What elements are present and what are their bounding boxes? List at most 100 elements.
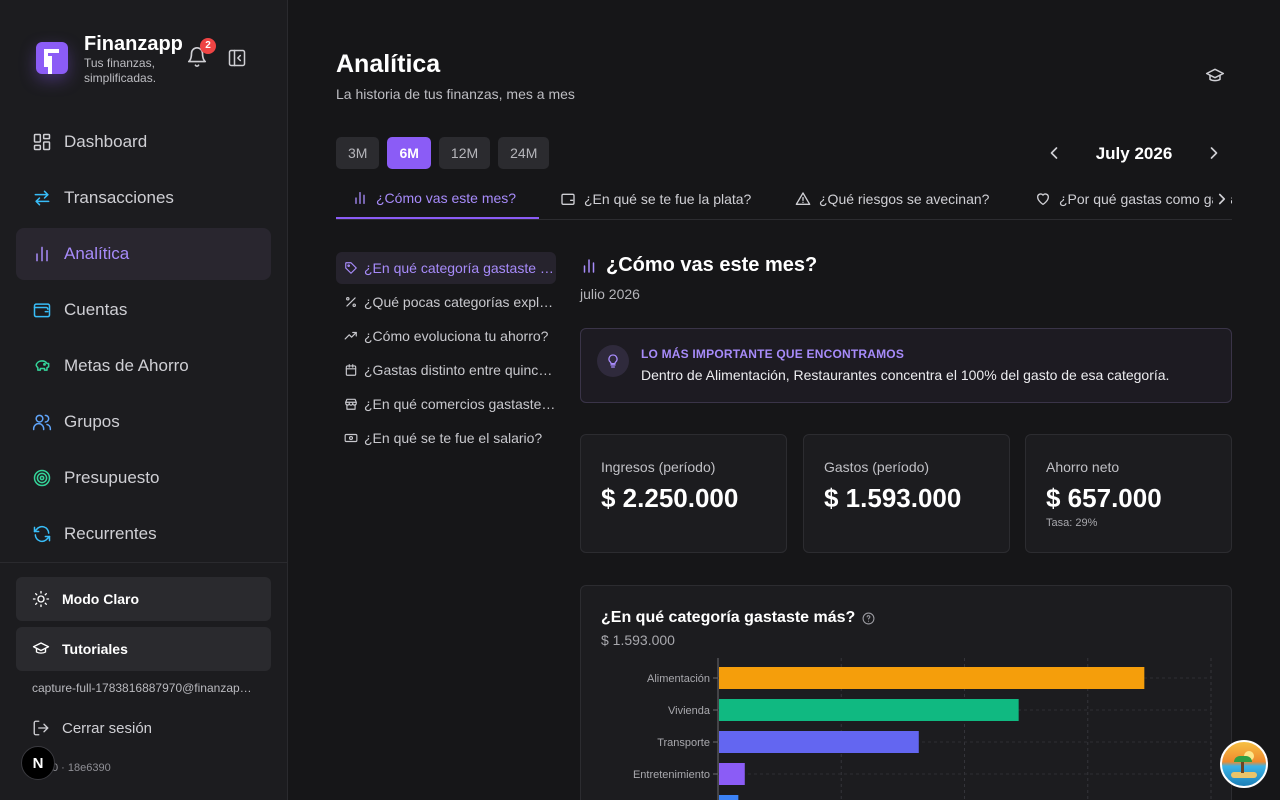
logout-label: Cerrar sesión bbox=[62, 719, 153, 737]
range-6m-button[interactable]: 6M bbox=[387, 137, 431, 169]
range-3m-button[interactable]: 3M bbox=[336, 137, 380, 169]
bar bbox=[719, 795, 739, 800]
wallet-icon bbox=[32, 300, 52, 320]
sidebar: Finanzapp Tus finanzas, simplificadas. 2… bbox=[0, 0, 288, 800]
piggy-bank-icon bbox=[32, 356, 52, 376]
nav-label: Dashboard bbox=[64, 132, 148, 151]
page-subtitle: La historia de tus finanzas, mes a mes bbox=[336, 86, 575, 102]
kpi-value: $ 2.250.000 bbox=[601, 483, 739, 513]
assistant-avatar-button[interactable] bbox=[1220, 740, 1268, 788]
heart-icon bbox=[1037, 192, 1049, 205]
nav-label: Recurrentes bbox=[64, 524, 157, 543]
tab-riesgos[interactable]: ¿Qué riesgos se avecinan? bbox=[795, 178, 989, 219]
range-12m-button[interactable]: 12M bbox=[438, 137, 491, 169]
subquestion-item[interactable]: ¿Gastas distinto entre quincenas? bbox=[336, 354, 556, 386]
dashboard-icon bbox=[32, 132, 52, 152]
chart-title-row: ¿En qué categoría gastaste más? bbox=[601, 609, 875, 627]
insight-callout: LO MÁS IMPORTANTE QUE ENCONTRAMOS Dentro… bbox=[580, 328, 1232, 403]
page-title: Analítica bbox=[336, 50, 441, 78]
nav-item-grupos[interactable]: Grupos bbox=[16, 396, 271, 448]
tab-label: ¿En qué se te fue la plata? bbox=[584, 190, 752, 207]
scroll-right-icon[interactable] bbox=[1213, 190, 1231, 208]
tag-icon bbox=[345, 262, 357, 274]
logout-icon bbox=[33, 720, 49, 736]
nav-item-metas[interactable]: Metas de Ahorro bbox=[16, 340, 271, 392]
brand: Finanzapp Tus finanzas, simplificadas. bbox=[36, 34, 183, 86]
dev-tools-badge[interactable]: N bbox=[21, 746, 55, 780]
logout-button[interactable]: Cerrar sesión bbox=[32, 719, 152, 737]
nav-item-presupuesto[interactable]: Presupuesto bbox=[16, 452, 271, 504]
range-selector: 3M 6M 12M 24M bbox=[336, 137, 557, 169]
arrows-swap-icon bbox=[32, 188, 52, 208]
kpi-card-ingresos: Ingresos (período) $ 2.250.000 bbox=[580, 434, 787, 553]
chevron-right-icon[interactable] bbox=[1204, 143, 1224, 163]
kpi-label: Ingresos (período) bbox=[601, 459, 716, 475]
app-version: 0 · 18e6390 bbox=[52, 762, 111, 774]
current-month: July 2026 bbox=[1095, 144, 1173, 163]
section-header: ¿Cómo vas este mes? bbox=[580, 254, 817, 277]
bell-icon[interactable] bbox=[186, 46, 208, 68]
subquestion-item[interactable]: ¿En qué categoría gastaste más? bbox=[336, 252, 556, 284]
brand-tagline: Tus finanzas, simplificadas. bbox=[84, 56, 157, 85]
trend-up-icon bbox=[344, 331, 357, 340]
tab-en-que-se-fue[interactable]: ¿En qué se te fue la plata? bbox=[560, 178, 751, 219]
chevron-left-icon[interactable] bbox=[1044, 143, 1064, 163]
subquestion-label: ¿En qué comercios gastaste más? bbox=[364, 396, 556, 412]
kpi-note: Tasa: 29% bbox=[1046, 517, 1098, 529]
kpi-value: $ 657.000 bbox=[1046, 483, 1162, 513]
nav-label: Analítica bbox=[64, 244, 130, 263]
nav-item-cuentas[interactable]: Cuentas bbox=[16, 284, 271, 336]
tab-por-que-gastas[interactable]: ¿Por qué gastas como gastas? bbox=[1035, 178, 1232, 219]
category-tick-label: Transporte bbox=[657, 737, 710, 749]
nav-label: Metas de Ahorro bbox=[64, 356, 189, 375]
help-icon[interactable] bbox=[862, 612, 875, 625]
subquestion-item[interactable]: ¿En qué se te fue el salario? bbox=[336, 422, 556, 454]
main-nav: Dashboard Transacciones Analítica Cuenta… bbox=[16, 116, 271, 564]
nav-item-recurrentes[interactable]: Recurrentes bbox=[16, 508, 271, 560]
subquestion-item[interactable]: ¿Cómo evoluciona tu ahorro? bbox=[336, 320, 556, 352]
insight-text: Dentro de Alimentación, Restaurantes con… bbox=[641, 367, 1170, 383]
bar bbox=[719, 731, 919, 753]
tab-label: ¿Qué riesgos se avecinan? bbox=[819, 190, 990, 207]
nav-item-transacciones[interactable]: Transacciones bbox=[16, 172, 271, 224]
bar-chart-icon bbox=[355, 191, 365, 204]
tutorials-button[interactable]: Tutoriales bbox=[16, 627, 271, 671]
sidebar-divider bbox=[0, 562, 287, 563]
bar bbox=[719, 667, 1145, 689]
kpi-value: $ 1.593.000 bbox=[824, 483, 962, 513]
chart-total: $ 1.593.000 bbox=[601, 632, 675, 648]
collapse-sidebar-icon[interactable] bbox=[227, 48, 247, 68]
range-24m-button[interactable]: 24M bbox=[498, 137, 550, 169]
month-navigator: July 2026 bbox=[1044, 141, 1224, 165]
subquestion-label: ¿Gastas distinto entre quincenas? bbox=[364, 362, 556, 378]
tab-label: ¿Cómo vas este mes? bbox=[376, 189, 517, 206]
user-email: capture-full-1783816887970@finanzapp.app bbox=[32, 681, 257, 695]
nav-item-dashboard[interactable]: Dashboard bbox=[16, 116, 271, 168]
chart-title: ¿En qué categoría gastaste más? bbox=[601, 609, 856, 626]
kpi-card-ahorro: Ahorro neto $ 657.000 Tasa: 29% bbox=[1025, 434, 1232, 553]
section-title: ¿Cómo vas este mes? bbox=[606, 254, 818, 276]
subquestion-label: ¿En qué se te fue el salario? bbox=[364, 430, 543, 446]
theme-toggle-button[interactable]: Modo Claro bbox=[16, 577, 271, 621]
subquestion-item[interactable]: ¿En qué comercios gastaste más? bbox=[336, 388, 556, 420]
subquestion-label: ¿Qué pocas categorías explican tu gasto? bbox=[364, 294, 556, 310]
kpi-cards: Ingresos (período) $ 2.250.000 Gastos (p… bbox=[580, 434, 1232, 553]
category-tick-label: Vivienda bbox=[668, 705, 711, 717]
nav-item-analitica[interactable]: Analítica bbox=[16, 228, 271, 280]
refresh-icon bbox=[32, 524, 52, 544]
kpi-label: Gastos (período) bbox=[824, 459, 930, 475]
kpi-label: Ahorro neto bbox=[1046, 459, 1120, 475]
tab-como-vas[interactable]: ¿Cómo vas este mes? bbox=[336, 178, 539, 219]
nav-label: Presupuesto bbox=[64, 468, 160, 487]
subquestion-item[interactable]: ¿Qué pocas categorías explican tu gasto? bbox=[336, 286, 556, 318]
graduation-cap-icon[interactable] bbox=[1205, 66, 1225, 86]
theme-toggle-label: Modo Claro bbox=[62, 591, 139, 607]
palm-leaf-shape bbox=[1234, 756, 1252, 762]
target-icon bbox=[32, 468, 52, 488]
category-tick-label: Entretenimiento bbox=[633, 769, 710, 781]
nav-label: Grupos bbox=[64, 412, 120, 431]
category-tick-label: Alimentación bbox=[647, 673, 710, 685]
sub-question-list: ¿En qué categoría gastaste más? ¿Qué poc… bbox=[336, 252, 556, 456]
tutorials-label: Tutoriales bbox=[62, 641, 128, 657]
banknote-icon bbox=[344, 433, 358, 443]
